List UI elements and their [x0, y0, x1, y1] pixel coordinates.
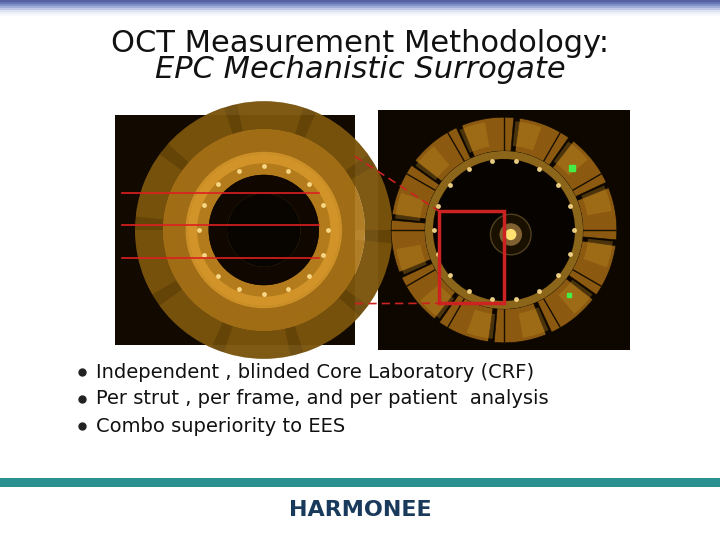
- Wedge shape: [425, 151, 583, 309]
- Wedge shape: [160, 281, 228, 348]
- Text: Per strut , per frame, and per patient  analysis: Per strut , per frame, and per patient a…: [96, 389, 549, 408]
- Bar: [0, 2, 720, 4]
- Wedge shape: [415, 146, 449, 180]
- Circle shape: [500, 223, 522, 246]
- Wedge shape: [518, 307, 549, 338]
- Wedge shape: [415, 128, 471, 181]
- Wedge shape: [227, 193, 301, 267]
- Wedge shape: [515, 118, 569, 165]
- Bar: [0, 478, 720, 487]
- Wedge shape: [559, 280, 593, 314]
- Wedge shape: [462, 117, 514, 157]
- Bar: [0, 14, 720, 16]
- Wedge shape: [513, 121, 541, 151]
- Wedge shape: [340, 166, 392, 230]
- Bar: [378, 110, 630, 350]
- Wedge shape: [335, 239, 392, 306]
- Wedge shape: [224, 313, 291, 359]
- Bar: [0, 6, 720, 8]
- Circle shape: [434, 160, 574, 300]
- Wedge shape: [188, 154, 340, 306]
- Text: Independent , blinded Core Laboratory (CRF): Independent , blinded Core Laboratory (C…: [96, 362, 534, 381]
- Wedge shape: [553, 141, 606, 197]
- Wedge shape: [135, 154, 193, 221]
- Circle shape: [490, 214, 531, 255]
- Text: HARMONEE: HARMONEE: [289, 500, 431, 520]
- Wedge shape: [135, 101, 392, 359]
- Wedge shape: [391, 220, 431, 272]
- Wedge shape: [291, 288, 359, 353]
- Wedge shape: [459, 122, 490, 153]
- Bar: [0, 0, 720, 2]
- Wedge shape: [392, 165, 439, 219]
- Wedge shape: [168, 107, 237, 172]
- Wedge shape: [581, 186, 612, 215]
- Wedge shape: [209, 175, 319, 285]
- Wedge shape: [300, 112, 368, 179]
- Text: EPC Mechanistic Surrogate: EPC Mechanistic Surrogate: [155, 56, 565, 84]
- Bar: [0, 8, 720, 10]
- Wedge shape: [577, 188, 617, 240]
- Wedge shape: [163, 129, 365, 331]
- Bar: [0, 12, 720, 14]
- Bar: [115, 115, 355, 345]
- Wedge shape: [186, 152, 342, 308]
- Wedge shape: [537, 279, 593, 332]
- Text: OCT Measurement Methodology:: OCT Measurement Methodology:: [111, 30, 609, 58]
- Wedge shape: [583, 239, 613, 267]
- Bar: [0, 10, 720, 12]
- Wedge shape: [569, 241, 616, 295]
- Bar: [0, 16, 720, 18]
- Wedge shape: [396, 245, 427, 274]
- Wedge shape: [467, 309, 495, 339]
- Circle shape: [505, 229, 516, 240]
- Bar: [438, 211, 504, 303]
- Text: Combo superiority to EES: Combo superiority to EES: [96, 416, 346, 435]
- Wedge shape: [439, 295, 493, 342]
- Circle shape: [227, 193, 301, 267]
- Wedge shape: [395, 193, 425, 221]
- Bar: [0, 4, 720, 6]
- Wedge shape: [420, 285, 454, 319]
- Wedge shape: [402, 264, 455, 319]
- Wedge shape: [494, 303, 546, 343]
- Wedge shape: [237, 101, 304, 147]
- Wedge shape: [135, 230, 188, 294]
- Wedge shape: [554, 141, 588, 176]
